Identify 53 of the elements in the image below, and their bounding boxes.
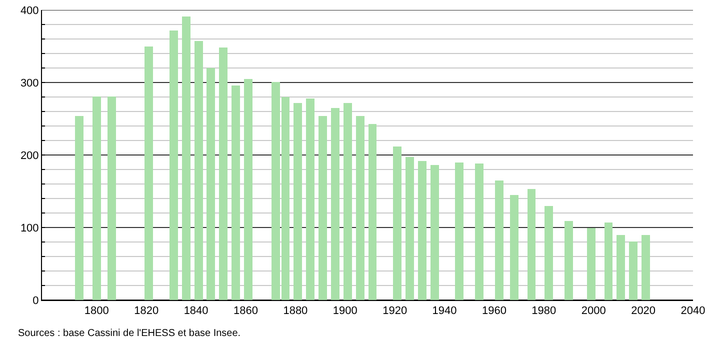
bar — [330, 108, 340, 300]
bar — [494, 180, 504, 300]
bar — [406, 157, 414, 300]
x-tick-label: 2020 — [631, 305, 656, 318]
bar — [604, 222, 613, 300]
x-tick-label: 1960 — [482, 305, 506, 318]
x-tick-label: 1880 — [283, 305, 308, 318]
y-tick-label: 300 — [20, 77, 39, 90]
bar — [642, 234, 650, 300]
source-note: Sources : base Cassini de l'EHESS et base Insee. — [18, 328, 241, 339]
bar — [455, 162, 464, 300]
y-tick-label: 0 — [32, 294, 39, 307]
bar — [206, 68, 216, 300]
y-tick-label: 100 — [20, 222, 39, 234]
bar — [343, 102, 352, 300]
x-tick-label: 1900 — [332, 305, 358, 318]
x-tick-label: 1940 — [432, 305, 457, 318]
bar — [182, 16, 190, 300]
bar — [144, 46, 154, 300]
bar — [219, 48, 228, 300]
bar — [393, 146, 402, 300]
x-tick-label: 2040 — [680, 305, 706, 318]
x-tick-label: 1820 — [134, 305, 159, 318]
bar — [586, 228, 596, 300]
x-tick-label: 1980 — [532, 305, 556, 318]
bar — [244, 78, 252, 300]
bar — [629, 241, 638, 300]
bar — [232, 85, 240, 300]
bar — [169, 30, 178, 300]
bar — [510, 194, 518, 300]
bar — [107, 96, 116, 300]
y-tick-label: 200 — [20, 150, 39, 162]
bar — [527, 189, 536, 300]
x-tick-label: 1920 — [382, 305, 408, 318]
bar — [418, 160, 426, 300]
bar — [92, 96, 101, 300]
y-tick-label: 400 — [20, 4, 39, 17]
x-tick-label: 2000 — [581, 305, 606, 318]
bar — [356, 116, 364, 300]
bar — [194, 41, 203, 300]
x-tick-label: 1860 — [234, 305, 258, 318]
bar — [318, 116, 327, 300]
bar — [544, 206, 554, 300]
bar — [368, 124, 377, 300]
x-tick-label: 1800 — [84, 305, 109, 318]
bar — [294, 102, 302, 300]
bar — [564, 220, 573, 300]
bar — [75, 116, 84, 300]
bar — [475, 164, 484, 300]
bar — [616, 234, 626, 300]
bar — [306, 98, 315, 300]
bar — [430, 165, 439, 300]
x-tick-label: 1840 — [184, 305, 208, 318]
